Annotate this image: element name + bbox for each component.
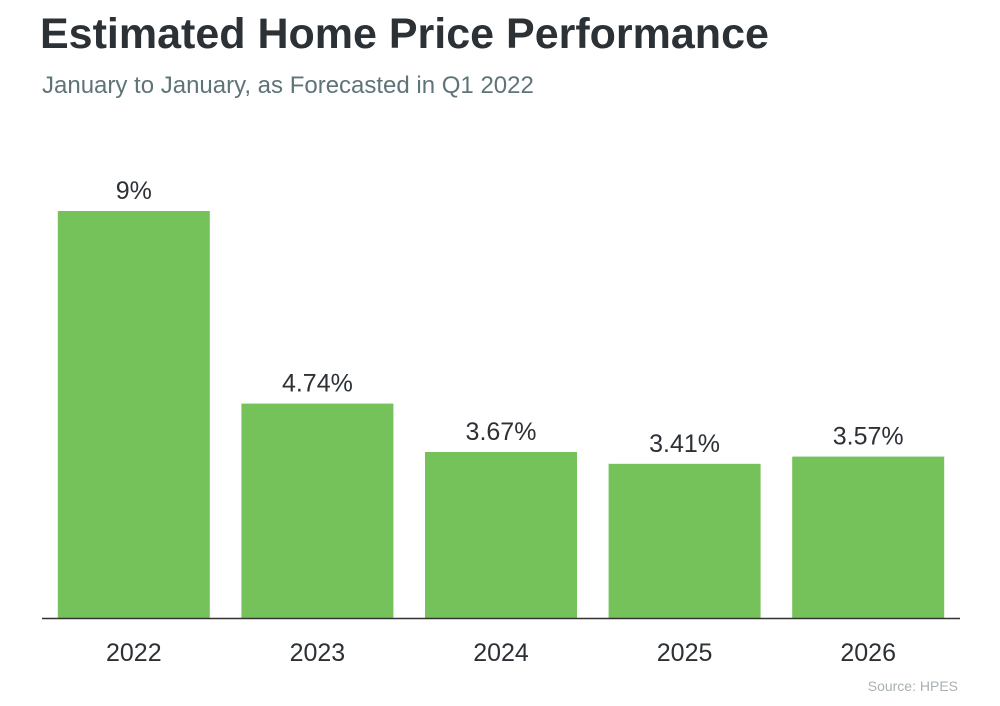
chart-subtitle: January to January, as Forecasted in Q1 … bbox=[42, 72, 534, 99]
bar-2025 bbox=[608, 463, 761, 618]
x-tick-label-2026: 2026 bbox=[840, 639, 896, 667]
value-label-2022: 9% bbox=[116, 177, 152, 205]
x-tick-label-2024: 2024 bbox=[473, 639, 529, 667]
x-tick-label-2023: 2023 bbox=[290, 639, 346, 667]
value-label-2026: 3.57% bbox=[833, 423, 904, 451]
bar-2022 bbox=[57, 211, 210, 618]
value-label-2023: 4.74% bbox=[282, 370, 353, 398]
x-tick-labels-group: 2022 2023 2024 2025 2026 bbox=[106, 639, 896, 667]
bar-2023 bbox=[241, 403, 394, 618]
bar-2026 bbox=[792, 456, 945, 618]
value-label-2025: 3.41% bbox=[649, 430, 720, 458]
value-label-2024: 3.67% bbox=[466, 418, 537, 446]
bars-group bbox=[57, 211, 945, 618]
bar-2024 bbox=[425, 452, 577, 618]
value-labels-group: 9% 4.74% 3.67% 3.41% 3.57% bbox=[116, 177, 904, 458]
chart-title: Estimated Home Price Performance bbox=[40, 10, 769, 58]
x-tick-label-2022: 2022 bbox=[106, 639, 162, 667]
source-note: Source: HPES bbox=[867, 678, 958, 694]
x-tick-label-2025: 2025 bbox=[657, 639, 713, 667]
